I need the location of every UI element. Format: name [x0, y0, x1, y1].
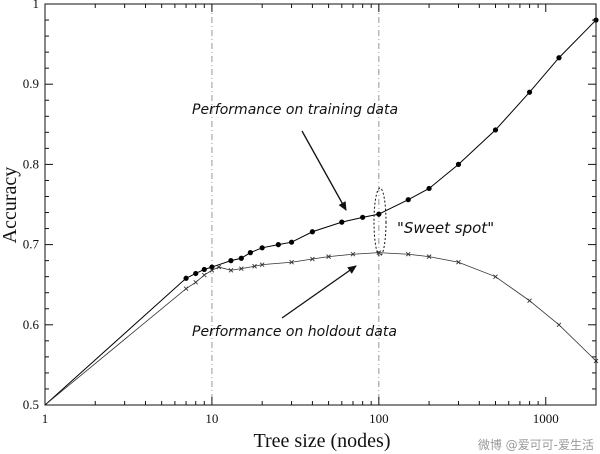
y-tick-label: 0.9 [23, 76, 39, 91]
holdout-data-point [426, 254, 432, 259]
holdout-data-point [405, 251, 411, 257]
y-tick-label: 0.5 [23, 397, 39, 412]
holdout-data-point [193, 279, 199, 285]
training-data-point [492, 127, 499, 133]
training-data-point [238, 255, 244, 261]
holdout-data-point [228, 267, 234, 273]
y-tick-label: 0.8 [23, 156, 39, 171]
holdout-data-point [252, 263, 257, 269]
training-series [44, 17, 599, 406]
holdout-data-point [527, 298, 532, 304]
y-tick-label: 0.6 [23, 317, 40, 332]
training-data-point [193, 270, 199, 277]
training-data-point [309, 229, 316, 235]
training-data-point [259, 245, 265, 251]
training-data-point [405, 197, 411, 203]
training-annotation-label: Performance on training data [192, 102, 398, 118]
training-annotation-arrow [301, 130, 347, 211]
holdout-data-point [456, 259, 461, 265]
y-tick-label: 0.7 [23, 237, 40, 252]
x-tick-label: 1000 [533, 411, 559, 426]
training-series-line [44, 19, 597, 406]
x-tick-label: 1 [42, 411, 49, 426]
training-data-point [201, 266, 207, 273]
x-axis-title: Tree size (nodes) [253, 430, 390, 452]
training-data-point [275, 242, 281, 248]
training-data-point [376, 211, 382, 217]
x-tick-label: 10 [205, 411, 218, 426]
x-tick-label: 100 [369, 411, 389, 426]
holdout-data-point [238, 266, 244, 271]
holdout-data-point [209, 267, 215, 273]
plot-area-frame [44, 3, 597, 406]
watermark-text: 微博 @爱可可-爱生活 [478, 437, 594, 452]
y-axis-title: Accuracy [0, 167, 21, 244]
holdout-data-point [326, 254, 331, 259]
holdout-data-point [376, 250, 382, 255]
training-data-point [288, 239, 295, 245]
holdout-data-point [310, 256, 315, 262]
holdout-annotation-arrow [281, 265, 357, 319]
holdout-annotation-label: Performance on holdout data [192, 324, 397, 340]
training-data-point [247, 250, 253, 256]
holdout-data-point [201, 272, 207, 278]
holdout-series [44, 250, 599, 406]
holdout-data-point [183, 286, 189, 292]
holdout-series-line [44, 252, 597, 406]
training-data-point [455, 161, 462, 167]
sweet-spot-ellipse [373, 187, 387, 257]
training-data-point [426, 185, 432, 192]
holdout-data-point [350, 251, 356, 257]
training-data-point [556, 55, 562, 61]
training-data-point [228, 258, 234, 264]
training-data-point [183, 275, 189, 281]
holdout-data-point [289, 259, 294, 265]
holdout-data-point [216, 264, 222, 270]
y-tick-label: 1 [33, 0, 40, 11]
training-data-point [339, 219, 345, 225]
sweet-spot-label: "Sweet spot" [397, 219, 494, 237]
training-data-point [526, 89, 533, 95]
holdout-data-point [556, 322, 562, 328]
holdout-data-point [259, 262, 265, 267]
training-data-point [360, 214, 366, 220]
holdout-data-point [493, 274, 498, 279]
